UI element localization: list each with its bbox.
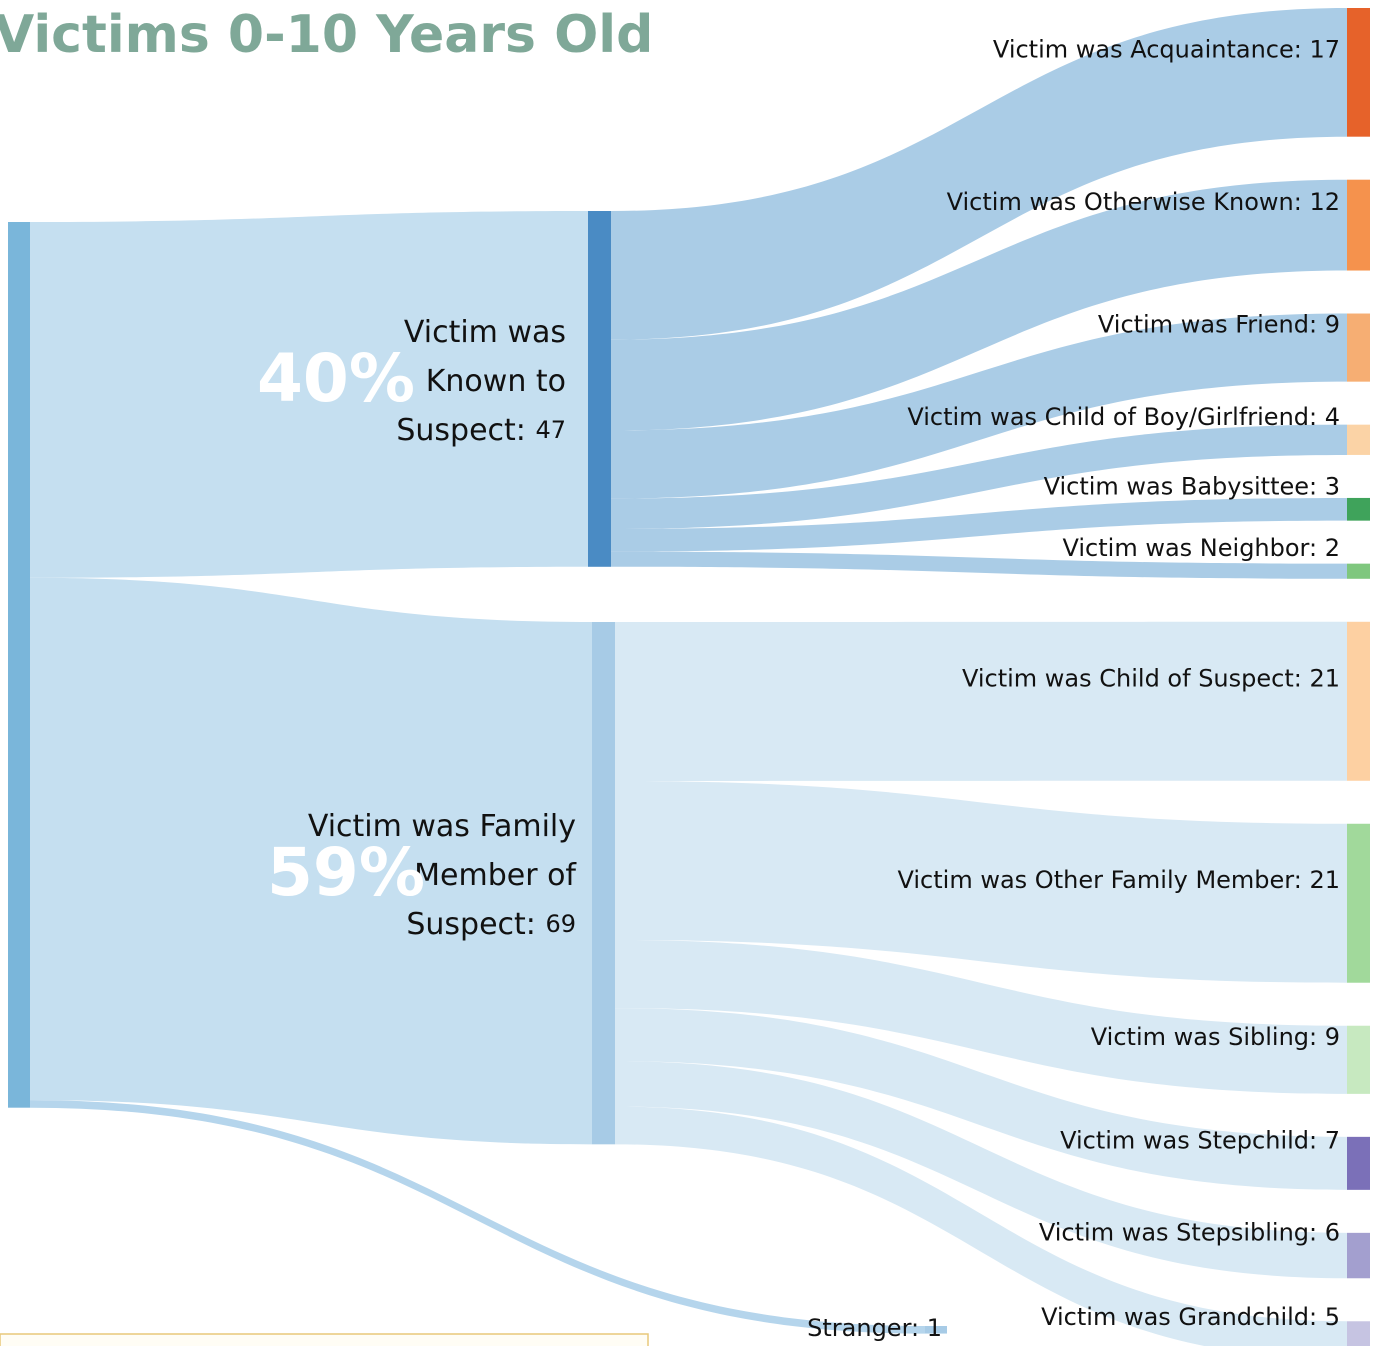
group-label-line: Member of [414,858,577,893]
group-label: Suspect: 69 [406,907,576,942]
link [615,780,1347,983]
group-label: Victim was [404,314,566,349]
group-label: Member of [414,858,577,893]
link [611,497,1347,552]
stranger-label: Stranger: 1 [807,1314,942,1342]
group-node [592,622,615,1145]
stranger-node [925,1326,947,1334]
link [611,8,1347,340]
link [615,1061,1347,1279]
footer-box [0,1333,649,1346]
leaf-node [1347,1321,1370,1346]
leaf-label: Victim was Acquaintance: 17 [993,35,1340,63]
link [611,424,1347,529]
leaf-label: Victim was Child of Boy/Girlfriend: 4 [907,403,1340,431]
group-label: Victim was Family [308,809,576,844]
leaf-node [1347,621,1370,781]
leaf-label: Victim was Neighbor: 2 [1063,534,1341,562]
leaf-node [1347,823,1370,983]
leaf-node [1347,563,1370,579]
leaf-node [1347,8,1370,137]
group-label: Suspect: 47 [396,412,566,447]
leaf-node [1347,179,1370,271]
link [30,211,588,578]
leaf-node [1347,313,1370,382]
chart-title: Victims 0-10 Years Old [0,5,653,65]
group-value: 69 [545,910,576,938]
link [611,551,1347,579]
link [615,939,1347,1094]
leaf-label: Victim was Grandchild: 5 [1041,1303,1340,1331]
leaf-label: Victim was Other Family Member: 21 [898,866,1341,894]
root-node [8,222,30,1108]
leaf-node [1347,497,1370,521]
leaf-label: Victim was Otherwise Known: 12 [947,188,1340,216]
percent-label: 59% [267,834,425,911]
group-label-line: Suspect: [396,412,526,447]
link [611,179,1347,431]
group-label-line: Suspect: [406,907,536,942]
nodes [8,8,1370,1346]
leaf-node [1347,1136,1370,1190]
leaf-node [1347,1232,1370,1279]
leaf-node [1347,1025,1370,1094]
leaf-label: Victim was Sibling: 9 [1091,1023,1340,1051]
group-label: Known to [426,363,566,398]
group-label-line: Known to [426,363,566,398]
leaf-node [1347,424,1370,455]
group-label-line: Victim was Family [308,809,576,844]
leaf-label: Victim was Friend: 9 [1098,311,1340,339]
link [615,621,1347,781]
leaf-label: Victim was Stepchild: 7 [1060,1126,1340,1154]
link [615,1106,1347,1346]
leaf-label: Victim was Child of Suspect: 21 [962,664,1340,692]
link [30,1100,925,1334]
leaf-label: Victim was Babysittee: 3 [1044,472,1340,500]
link [615,1008,1347,1190]
links [30,8,1347,1346]
group-node [588,211,611,567]
link [611,313,1347,499]
group-label-line: Victim was [404,314,566,349]
labels: Victim was Acquaintance: 17 Victim was Ot… [257,35,1340,1342]
percent-label: 40% [257,340,415,417]
group-value: 47 [535,416,566,444]
leaf-label: Victim was Stepsibling: 6 [1039,1219,1340,1247]
link [30,577,592,1145]
